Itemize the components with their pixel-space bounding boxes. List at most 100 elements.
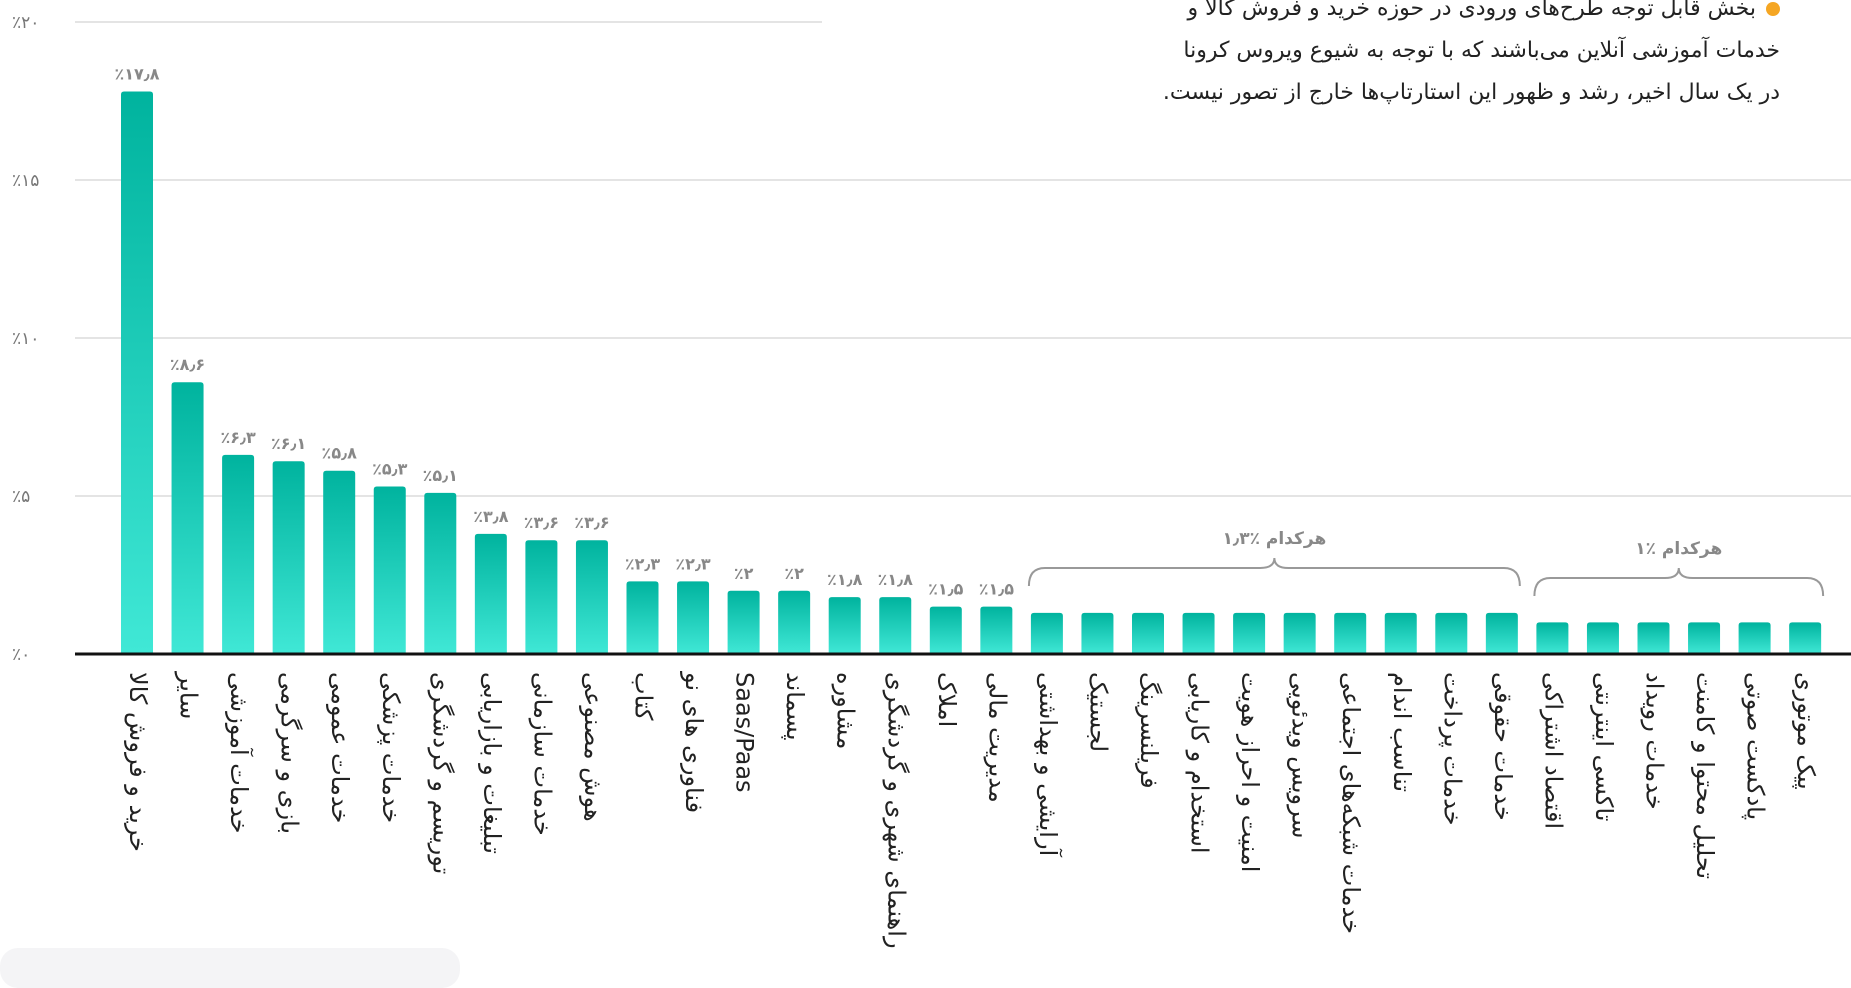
category-label: پسماند <box>781 672 809 741</box>
group-brace <box>1533 567 1825 597</box>
bar <box>272 461 305 654</box>
category-label: خدمات پزشکی <box>377 672 405 823</box>
data-labels: ٪۱۷٫۸ ٪۸٫۶ ٪۶٫۳ ٪۶٫۱ ٪۵٫۸ ٪۵٫۳ ٪۵٫۱ ٪۳٫۸ ٪۳٫۶ ٪۳٫… <box>114 65 1014 599</box>
bottom-card-edge <box>0 948 460 988</box>
data-label: ٪۱٫۵ <box>928 580 964 599</box>
bar <box>828 597 861 654</box>
bar <box>1536 622 1569 654</box>
category-labels: خرید و فروش کالا سایر خدمات آموزشی بازی و س… <box>124 671 1820 949</box>
group-brace <box>1027 557 1521 587</box>
data-label: ٪۵٫۳ <box>372 460 408 479</box>
category-label: خدمات رویداد <box>1641 672 1669 810</box>
bar <box>677 581 710 654</box>
category-label: آرایشی و بهداشتی <box>1034 672 1063 858</box>
bar <box>929 606 962 654</box>
category-label: سایر <box>175 671 203 719</box>
data-label: ٪۵٫۸ <box>322 444 358 463</box>
bar <box>778 590 811 654</box>
category-label: امنیت و احراز هویت <box>1236 672 1264 872</box>
category-label: مشاوره <box>832 672 860 749</box>
category-label: راهنمای شهری و گردشگری <box>882 672 910 949</box>
data-label: ٪۲ <box>784 564 804 583</box>
category-label: توریسم و گردشگری <box>427 672 455 874</box>
bar <box>1283 612 1316 654</box>
data-label: ٪۳٫۶ <box>574 513 609 532</box>
bar <box>1334 612 1367 654</box>
bar <box>373 486 406 654</box>
category-label: پیک موتوری <box>1792 672 1820 790</box>
category-label: تحلیل محتوا و کامنت <box>1691 672 1719 879</box>
bar <box>222 454 255 654</box>
category-label: تاکسی اینترنتی <box>1590 672 1618 821</box>
bar <box>1132 612 1164 654</box>
data-label: ٪۱٫۸ <box>878 570 914 589</box>
data-label: ٪۶٫۱ <box>271 434 306 453</box>
group-label: هرکدام ٪۱ <box>1635 539 1722 559</box>
data-label: ٪۱٫۵ <box>979 580 1015 599</box>
chart-note: بخش قابل توجه طرح‌های ورودی در حوزه خرید… <box>900 0 1780 114</box>
data-label: ٪۸٫۶ <box>170 355 205 374</box>
group-braces: هرکدام ٪۱٫۳ هرکدام ٪۱ <box>1027 529 1825 597</box>
bar <box>1789 622 1822 654</box>
group-label: هرکدام ٪۱٫۳ <box>1222 529 1326 549</box>
category-label: کتاب <box>630 672 658 721</box>
category-label: تبلیغات و بازاریابی <box>478 672 506 854</box>
bar <box>525 540 558 654</box>
bar <box>626 581 659 654</box>
category-label: Saas/Paas <box>731 672 759 793</box>
y-tick-label: ٪۱۰ <box>12 329 39 349</box>
category-label: استخدام و کاریابی <box>1186 672 1214 854</box>
bar <box>980 606 1013 654</box>
bar <box>1081 612 1114 654</box>
note-line-2: خدمات آموزشی آنلاین می‌باشند که با توجه … <box>1183 38 1780 63</box>
category-label: سرویس ویدئویی <box>1287 672 1315 838</box>
bar <box>575 540 608 654</box>
bar <box>121 91 153 654</box>
grid-lines <box>75 21 1851 497</box>
y-axis-ticks: ٪۰ ٪۵ ٪۱۰ ٪۱۵ ٪۲۰ <box>12 13 39 665</box>
data-label: ٪۱٫۸ <box>827 570 863 589</box>
bar <box>1485 612 1518 654</box>
data-label: ٪۳٫۸ <box>473 507 509 526</box>
data-label: ٪۱۷٫۸ <box>114 65 159 84</box>
data-label: ٪۵٫۱ <box>423 466 458 485</box>
bar <box>727 590 760 654</box>
category-label: بازی و سرگرمی <box>276 672 304 834</box>
bar <box>1637 622 1670 654</box>
category-label: خرید و فروش کالا <box>124 672 152 852</box>
category-label: اقتصاد اشتراکی <box>1539 672 1567 829</box>
category-label: فریلنسرینگ <box>1135 672 1163 789</box>
category-label: هوش مصنوعی <box>579 672 607 822</box>
bar <box>1586 622 1619 654</box>
bar <box>879 597 912 654</box>
y-tick-label: ٪۲۰ <box>12 13 39 33</box>
bar <box>171 382 204 654</box>
bars <box>121 91 1822 654</box>
bar <box>1688 622 1721 654</box>
bullet-dot-icon <box>1766 2 1780 16</box>
category-label: پادکست صوتی <box>1742 672 1770 820</box>
bar <box>1030 612 1063 654</box>
category-label: خدمات شبکه‌های اجتماعی <box>1337 672 1365 934</box>
data-label: ٪۲٫۳ <box>625 554 661 573</box>
bar <box>323 470 356 654</box>
bar <box>1738 622 1771 654</box>
bar <box>424 492 457 654</box>
note-line-1: بخش قابل توجه طرح‌های ورودی در حوزه خرید… <box>900 0 1780 30</box>
category-label: فناوری های نو <box>680 671 708 813</box>
bar <box>474 533 507 654</box>
data-label: ٪۳٫۶ <box>524 513 559 532</box>
y-tick-label: ٪۰ <box>12 645 30 665</box>
note-line-3: در یک سال اخیر، رشد و ظهور این استارتاپ‌… <box>1162 80 1780 105</box>
y-tick-label: ٪۵ <box>12 487 30 507</box>
bar <box>1384 612 1417 654</box>
category-label: خدمات آموزشی <box>225 672 254 833</box>
category-label: تناسب اندام <box>1388 672 1416 792</box>
y-tick-label: ٪۱۵ <box>12 171 39 191</box>
data-label: ٪۲٫۳ <box>675 554 711 573</box>
data-label: ٪۲ <box>734 564 754 583</box>
category-label: خدمات حقوقی <box>1489 672 1517 821</box>
category-label: لجستیک <box>1084 672 1112 752</box>
category-label: خدمات سازمانی <box>528 672 556 836</box>
